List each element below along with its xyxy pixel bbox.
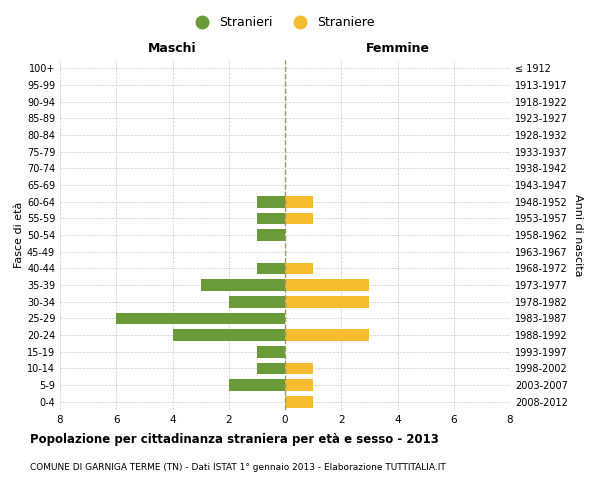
Bar xyxy=(285,329,370,341)
Bar xyxy=(285,362,313,374)
Bar xyxy=(285,262,313,274)
Bar xyxy=(285,296,370,308)
Bar xyxy=(257,196,285,207)
Bar xyxy=(229,296,285,308)
Bar xyxy=(257,362,285,374)
Bar xyxy=(257,262,285,274)
Y-axis label: Anni di nascita: Anni di nascita xyxy=(573,194,583,276)
Bar xyxy=(285,396,313,407)
Bar xyxy=(200,279,285,291)
Bar xyxy=(285,196,313,207)
Bar xyxy=(285,379,313,391)
Text: Popolazione per cittadinanza straniera per età e sesso - 2013: Popolazione per cittadinanza straniera p… xyxy=(30,432,439,446)
Bar xyxy=(173,329,285,341)
Bar xyxy=(116,312,285,324)
Text: Femmine: Femmine xyxy=(365,42,430,55)
Bar xyxy=(257,229,285,241)
Bar xyxy=(257,212,285,224)
Bar xyxy=(229,379,285,391)
Text: COMUNE DI GARNIGA TERME (TN) - Dati ISTAT 1° gennaio 2013 - Elaborazione TUTTITA: COMUNE DI GARNIGA TERME (TN) - Dati ISTA… xyxy=(30,462,446,471)
Y-axis label: Fasce di età: Fasce di età xyxy=(14,202,24,268)
Text: Maschi: Maschi xyxy=(148,42,197,55)
Bar xyxy=(285,212,313,224)
Bar xyxy=(257,346,285,358)
Legend: Stranieri, Straniere: Stranieri, Straniere xyxy=(184,11,380,34)
Bar xyxy=(285,279,370,291)
